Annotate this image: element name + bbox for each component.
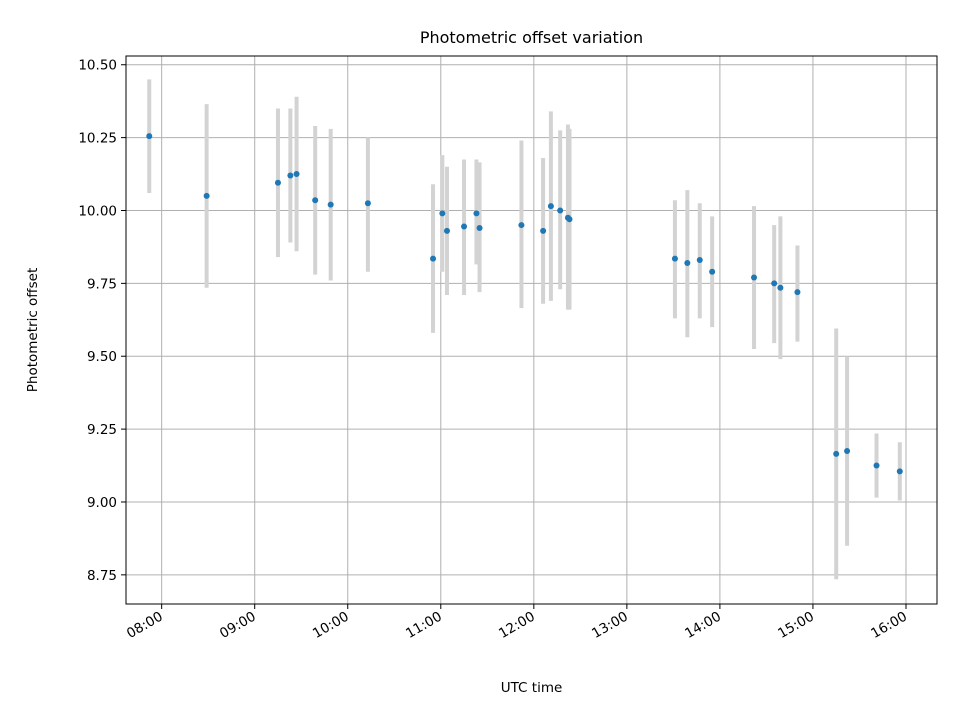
data-point [364, 200, 371, 207]
y-tick-label: 10.00 [78, 203, 117, 219]
x-tick-label: 09:00 [217, 609, 259, 642]
data-point [566, 216, 573, 223]
y-axis-label: Photometric offset [25, 268, 41, 392]
x-tick-label: 11:00 [403, 609, 445, 642]
data-point [671, 255, 678, 262]
data-point [476, 224, 483, 231]
data-point [557, 207, 564, 214]
data-point [696, 257, 703, 264]
data-point [833, 450, 840, 457]
y-tick-label: 9.25 [87, 422, 117, 438]
data-point [777, 284, 784, 291]
tick-layer: 08:00 09:00 10:00 11:00 12:00 13:00 14:00 15:00… [78, 58, 910, 642]
data-point [684, 259, 691, 266]
y-tick-label: 9.00 [87, 495, 117, 511]
y-tick-label: 10.25 [78, 131, 117, 147]
data-point [709, 268, 716, 275]
errorbar-layer [147, 79, 902, 580]
data-point [293, 171, 300, 178]
data-point [312, 197, 319, 204]
data-point [540, 227, 547, 234]
x-tick-label: 12:00 [496, 609, 538, 642]
data-point [287, 172, 294, 179]
data-point [274, 179, 281, 186]
x-tick-label: 16:00 [868, 609, 910, 642]
data-point [771, 280, 778, 287]
x-tick-label: 15:00 [775, 609, 817, 642]
plot-frame [125, 55, 938, 605]
y-tick-label: 8.75 [87, 568, 117, 584]
y-tick-label: 10.50 [78, 58, 117, 74]
data-point [461, 223, 468, 230]
x-axis-label: UTC time [501, 680, 563, 696]
data-point [751, 274, 758, 281]
data-point [203, 192, 210, 199]
chart-title: Photometric offset variation [420, 28, 643, 47]
x-tick-label: 10:00 [310, 609, 352, 642]
data-point [518, 222, 525, 229]
data-point [146, 133, 153, 140]
data-point [896, 468, 903, 475]
data-point [443, 227, 450, 234]
data-point [430, 255, 437, 262]
point-layer [146, 133, 903, 475]
data-point [844, 447, 851, 454]
data-point [873, 462, 880, 469]
y-tick-label: 9.75 [87, 276, 117, 292]
x-tick-label: 14:00 [682, 609, 724, 642]
x-tick-label: 08:00 [124, 609, 166, 642]
x-tick-label: 13:00 [589, 609, 631, 642]
data-point [794, 289, 801, 296]
grid-layer [126, 56, 937, 604]
data-point [439, 210, 446, 217]
data-point [547, 203, 554, 210]
data-point [327, 201, 334, 208]
data-point [473, 210, 480, 217]
y-tick-label: 9.50 [87, 349, 117, 365]
